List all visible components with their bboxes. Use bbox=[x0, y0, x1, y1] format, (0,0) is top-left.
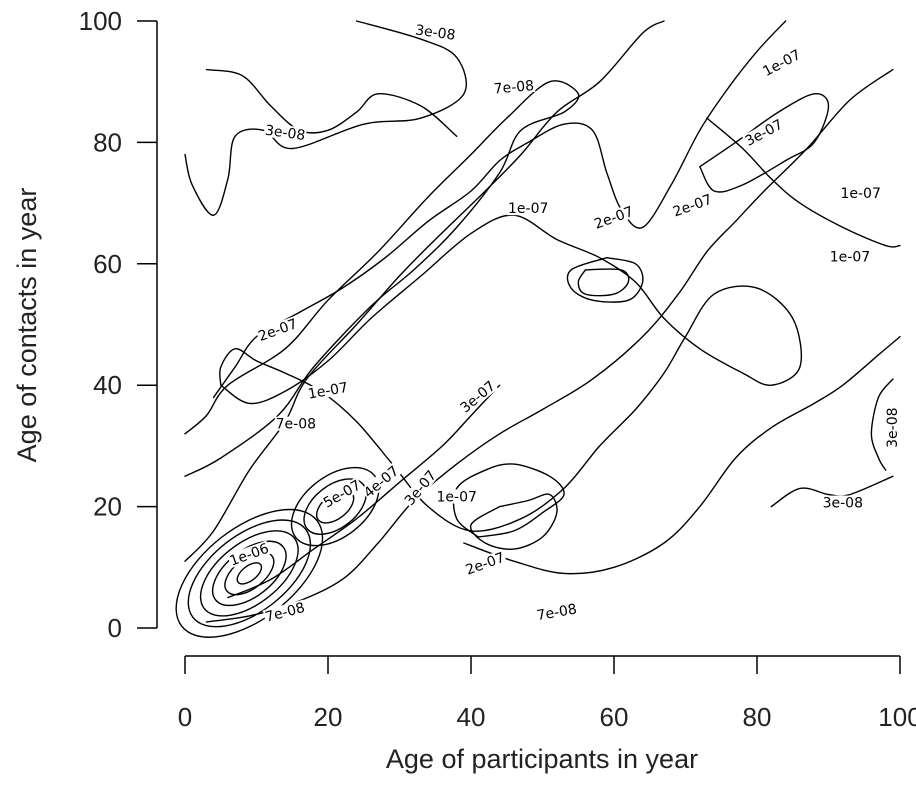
y-tick-label: 100 bbox=[79, 6, 122, 36]
svg-text:1e-07: 1e-07 bbox=[760, 47, 803, 80]
contour-label: 2e-07 bbox=[591, 203, 636, 233]
contour-line-1e-07 bbox=[463, 335, 901, 575]
contour-line-3e-07 bbox=[227, 384, 501, 599]
x-tick-label: 20 bbox=[314, 702, 343, 732]
contour-line-3e-08 bbox=[184, 20, 467, 216]
peak-contour-3e-07 bbox=[236, 562, 263, 585]
svg-text:7e-08: 7e-08 bbox=[493, 78, 535, 97]
svg-text:3e-08: 3e-08 bbox=[414, 22, 456, 43]
contour-label: 1e-07 bbox=[759, 46, 804, 80]
svg-text:2e-07: 2e-07 bbox=[671, 192, 714, 221]
contour-label: 2e-07 bbox=[670, 191, 715, 221]
contour-label: 2e-07 bbox=[462, 549, 508, 579]
y-tick-label: 60 bbox=[93, 249, 122, 279]
svg-text:3e-07: 3e-07 bbox=[458, 378, 499, 416]
contour-label: 5e-07 bbox=[320, 477, 364, 511]
svg-text:4e-07: 4e-07 bbox=[361, 463, 402, 501]
contour-line-7e-08 bbox=[452, 463, 565, 538]
contour-label: 7e-08 bbox=[534, 601, 579, 624]
svg-text:3e-08: 3e-08 bbox=[885, 407, 901, 447]
contour-line-7e-08 bbox=[184, 80, 580, 477]
contour-line-2e-07 bbox=[566, 257, 644, 303]
contour-line-1e-07 bbox=[212, 20, 787, 398]
x-tick-label: 60 bbox=[600, 702, 629, 732]
contour-label: 7e-08 bbox=[274, 416, 317, 433]
peak-contour-1e-06 bbox=[175, 508, 324, 638]
contour-line-3e-07 bbox=[577, 268, 630, 297]
y-axis-ticks: 0 20 40 60 80 100 bbox=[79, 6, 157, 643]
svg-text:2e-07: 2e-07 bbox=[592, 204, 635, 233]
y-tick-label: 0 bbox=[108, 613, 122, 643]
contour-lines bbox=[175, 20, 901, 638]
svg-text:7e-08: 7e-08 bbox=[536, 601, 579, 624]
contour-label: 3e-08 bbox=[263, 122, 308, 144]
contour-line-1e-07 bbox=[706, 117, 901, 248]
contour-label: 3e-08 bbox=[884, 406, 901, 449]
contour-line-7e-08 bbox=[205, 68, 894, 623]
peak-contour-3e-07 bbox=[290, 466, 380, 547]
peak-contour-6e-07 bbox=[199, 530, 299, 617]
contour-line-2e-07 bbox=[219, 214, 803, 532]
contour-label: 3e-08 bbox=[821, 495, 864, 512]
svg-text:3e-07: 3e-07 bbox=[402, 468, 440, 509]
y-axis-title: Age of contacts in year bbox=[12, 188, 42, 463]
x-axis-title: Age of participants in year bbox=[386, 744, 698, 774]
peak-contour-4e-07 bbox=[303, 478, 367, 535]
contour-line-3e-07 bbox=[699, 93, 830, 193]
svg-text:3e-08: 3e-08 bbox=[264, 123, 306, 144]
contour-label: 1e-07 bbox=[507, 201, 550, 217]
contour-label: 1e-07 bbox=[305, 379, 350, 403]
svg-text:3e-08: 3e-08 bbox=[823, 496, 863, 512]
contour-line-3e-08 bbox=[770, 475, 894, 508]
contour-label: 7e-08 bbox=[262, 599, 307, 626]
contour-label: 3e-07 bbox=[456, 377, 499, 416]
x-axis-ticks: 0 20 40 60 80 100 bbox=[178, 656, 916, 732]
svg-text:1e-07: 1e-07 bbox=[508, 201, 548, 217]
y-tick-label: 40 bbox=[93, 370, 122, 400]
x-tick-label: 0 bbox=[178, 702, 192, 732]
svg-text:2e-07: 2e-07 bbox=[464, 550, 507, 579]
y-tick-label: 20 bbox=[93, 492, 122, 522]
contour-label: 1e-07 bbox=[435, 489, 478, 505]
contour-line-2e-07 bbox=[469, 493, 558, 550]
contour-label: 4e-07 bbox=[360, 462, 402, 501]
contour-label: 1e-07 bbox=[828, 249, 871, 266]
svg-text:7e-08: 7e-08 bbox=[264, 600, 307, 626]
x-tick-label: 80 bbox=[743, 702, 772, 732]
svg-text:1e-07: 1e-07 bbox=[840, 186, 880, 202]
peak-contour-8e-07 bbox=[187, 519, 312, 628]
contour-label: 3e-08 bbox=[413, 22, 458, 44]
x-tick-label: 100 bbox=[878, 702, 916, 732]
contour-label: 1e-07 bbox=[839, 185, 882, 202]
svg-text:1e-07: 1e-07 bbox=[830, 250, 870, 266]
svg-text:5e-07: 5e-07 bbox=[321, 477, 364, 511]
contour-line-3e-08 bbox=[205, 68, 458, 137]
svg-text:7e-08: 7e-08 bbox=[276, 417, 316, 433]
contour-label: 3e-07 bbox=[401, 467, 440, 509]
contour-line-3e-08 bbox=[870, 378, 894, 471]
x-tick-label: 40 bbox=[457, 702, 486, 732]
contour-line-7e-08 bbox=[184, 20, 665, 562]
svg-text:1e-07: 1e-07 bbox=[437, 489, 477, 505]
svg-text:1e-07: 1e-07 bbox=[307, 380, 350, 403]
contour-label: 7e-08 bbox=[492, 77, 536, 97]
y-tick-label: 80 bbox=[93, 127, 122, 157]
